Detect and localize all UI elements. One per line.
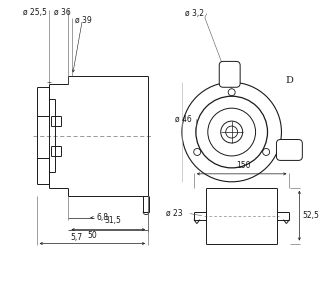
- Text: 50: 50: [87, 231, 97, 239]
- Text: ø 39: ø 39: [76, 16, 92, 25]
- Text: 52,5: 52,5: [302, 211, 319, 220]
- Text: ø 25,5: ø 25,5: [23, 8, 47, 17]
- FancyBboxPatch shape: [219, 61, 240, 87]
- Text: 150: 150: [237, 161, 251, 170]
- Text: ø 3,2: ø 3,2: [185, 9, 204, 18]
- FancyBboxPatch shape: [277, 139, 302, 160]
- Text: ø 36: ø 36: [53, 8, 70, 17]
- Text: 5,7: 5,7: [71, 233, 83, 242]
- Text: 31,5: 31,5: [105, 216, 122, 225]
- Text: ø 46: ø 46: [175, 115, 192, 124]
- Text: D: D: [285, 76, 293, 85]
- Text: ø 23: ø 23: [166, 209, 183, 218]
- Text: 6,8: 6,8: [96, 213, 108, 222]
